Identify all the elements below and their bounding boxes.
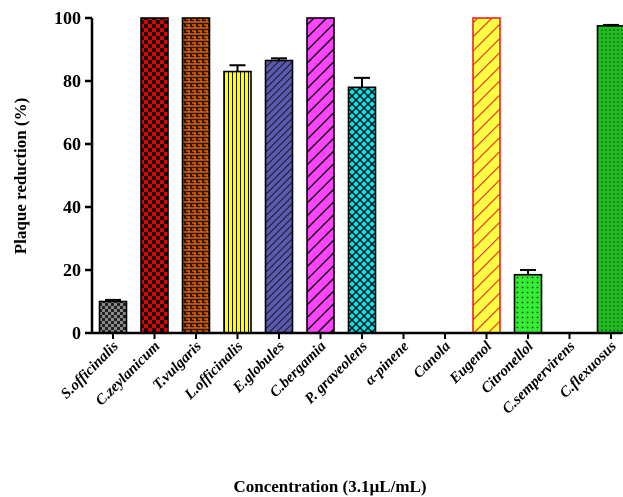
y-tick-label-3: 60 — [63, 134, 81, 154]
x-ticks-group: S.officinalisC.zeylanicumT.vulgarisL.off… — [58, 333, 620, 417]
bar-5 — [306, 17, 335, 334]
bar-2 — [181, 17, 211, 334]
y-axis-title: Plaque reduction (%) — [11, 98, 30, 254]
bar-12 — [596, 25, 623, 334]
bar-3 — [223, 70, 252, 334]
bar-0 — [98, 300, 128, 334]
bar-6 — [347, 86, 377, 334]
y-ticks-group: 0 20 40 60 80 100 — [54, 8, 92, 343]
y-tick-label-5: 100 — [54, 8, 81, 28]
x-tick-label-7: α-pinene — [362, 338, 412, 388]
y-tick-label-4: 80 — [63, 71, 81, 91]
y-tick-label-1: 20 — [63, 260, 81, 280]
y-tick-label-2: 40 — [63, 197, 81, 217]
x-axis-title: Concentration (3.1µL/mL) — [233, 477, 426, 496]
x-tick-label-11: C.sempervirens — [500, 338, 579, 417]
y-tick-label-0: 0 — [72, 323, 81, 343]
error-bars-group — [105, 23, 619, 302]
bar-1 — [140, 17, 169, 334]
bar-4 — [264, 59, 294, 334]
bars-group — [98, 17, 623, 334]
bar-9 — [472, 17, 501, 334]
bar-10 — [513, 273, 543, 334]
